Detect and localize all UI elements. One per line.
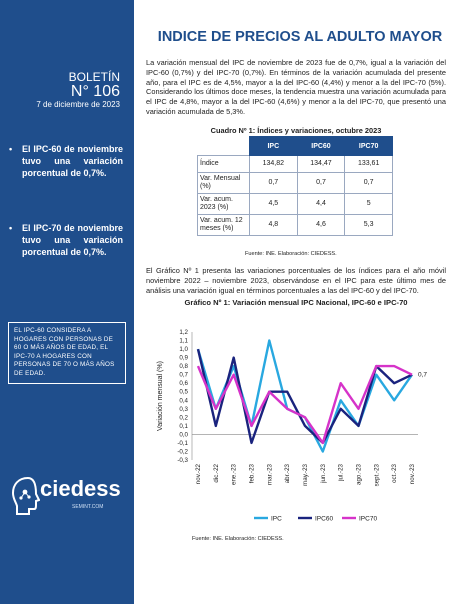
table-row: Var. acum. 12 meses (%) 4,8 4,6 5,3 — [197, 214, 393, 236]
x-tick-label: sept.-23 — [373, 463, 380, 486]
table-cell: 0,7 — [249, 172, 298, 194]
logo-subtext: SEMINT.COM — [72, 504, 104, 510]
y-tick-label: 0,5 — [179, 389, 188, 396]
table-cell: 5,3 — [344, 214, 393, 236]
x-tick-label: oct.-23 — [391, 463, 398, 482]
y-tick-label: 0,9 — [179, 355, 188, 362]
x-tick-label: mar.-23 — [266, 463, 273, 485]
logo-text: ciedess — [40, 476, 121, 501]
x-tick-label: jun.-23 — [320, 463, 327, 483]
table-header-ipc: IPC — [249, 136, 298, 156]
table-row-label: Var. acum. 12 meses (%) — [197, 214, 250, 236]
boletin-number: N° 106 — [70, 83, 120, 100]
legend-label-ipc70: IPC70 — [359, 515, 377, 522]
sidebar: BOLETÍN N° 106 7 de diciembre de 2023 • … — [0, 0, 134, 604]
table-cell: 5 — [344, 193, 393, 215]
bullet-dot-icon: • — [9, 223, 13, 233]
x-tick-label: ago.-23 — [356, 463, 363, 485]
boletin-label: BOLETÍN — [68, 70, 120, 84]
table-cell: 133,61 — [344, 155, 393, 173]
x-tick-label: ene.-23 — [231, 463, 238, 485]
table-row: Índice 134,82 134,47 133,61 — [197, 155, 393, 173]
y-tick-label: -0,2 — [177, 448, 188, 455]
x-tick-label: abr.-23 — [284, 463, 291, 483]
x-tick-label: dic.-22 — [213, 463, 220, 482]
y-tick-label: 0,6 — [179, 380, 188, 387]
table-cell: 4,6 — [296, 214, 346, 236]
table-cell: 4,5 — [249, 193, 298, 215]
table-cell: 0,7 — [296, 172, 346, 194]
table-cell: 4,8 — [249, 214, 298, 236]
table-title: Cuadro Nº 1: Índices y variaciones, octu… — [210, 126, 382, 135]
end-data-label: 0,7 — [418, 372, 427, 379]
x-tick-label: jul.-23 — [338, 463, 345, 481]
x-tick-label: nov.-22 — [195, 463, 202, 484]
y-tick-label: 0,0 — [179, 431, 188, 438]
bullet-dot-icon: • — [9, 144, 13, 154]
chart-source: Fuente: INE. Elaboración: CIEDESS. — [192, 536, 284, 542]
table-source: Fuente: INE. Elaboración: CIEDESS. — [245, 251, 337, 257]
y-tick-label: 0,4 — [179, 397, 188, 404]
y-tick-label: 1,1 — [179, 338, 188, 345]
table-header-ipc70: IPC70 — [344, 136, 393, 156]
paragraph-chart-intro: El Gráfico Nº 1 presenta las variaciones… — [146, 266, 446, 295]
y-tick-label: -0,3 — [177, 457, 188, 464]
table-header-ipc60: IPC60 — [296, 136, 346, 156]
paragraph-intro: La variación mensual del IPC de noviembr… — [146, 58, 446, 116]
table-row-label: Var. Mensual (%) — [197, 172, 250, 194]
table-header-blank — [197, 136, 250, 156]
series-line-ipc70 — [196, 364, 413, 445]
table-cell: 4,4 — [296, 193, 346, 215]
legend-label-ipc60: IPC60 — [315, 515, 333, 522]
bullet-text: El IPC-60 de noviembre tuvo una variació… — [22, 144, 123, 178]
y-tick-label: 1,2 — [179, 329, 188, 336]
table-cell: 134,82 — [249, 155, 298, 173]
y-tick-label: 0,8 — [179, 363, 188, 370]
bullet-ipc60: • El IPC-60 de noviembre tuvo una variac… — [9, 143, 123, 179]
x-tick-label: nov.-23 — [409, 463, 416, 484]
page-title: INDICE DE PRECIOS AL ADULTO MAYOR — [157, 29, 443, 45]
table-row-label: Var. acum. 2023 (%) — [197, 193, 250, 215]
legend-label-ipc: IPC — [271, 515, 282, 522]
boletin-date: 7 de diciembre de 2023 — [36, 100, 120, 109]
series-line-ipc — [196, 339, 413, 453]
table-row: Var. acum. 2023 (%) 4,5 4,4 5 — [197, 193, 393, 215]
x-tick-label: may.-23 — [302, 463, 309, 485]
table-row-label: Índice — [197, 155, 250, 173]
table-cell: 134,47 — [296, 155, 346, 173]
ciedess-logo: ciedess SEMINT.COM — [10, 476, 122, 518]
y-tick-label: 0,2 — [179, 414, 188, 421]
indices-table: IPC IPC60 IPC70 Índice 134,82 134,47 133… — [197, 136, 393, 236]
y-tick-label: 1,0 — [179, 346, 188, 353]
x-tick-label: feb.-23 — [249, 463, 256, 483]
table-row: Var. Mensual (%) 0,7 0,7 0,7 — [197, 172, 393, 194]
table-cell: 0,7 — [344, 172, 393, 194]
table-header-row: IPC IPC60 IPC70 — [197, 136, 393, 156]
y-tick-label: 0,3 — [179, 406, 188, 413]
head-profile-icon — [11, 476, 41, 515]
line-chart: 1,21,11,00,90,80,70,60,50,40,30,20,10,0-… — [157, 329, 427, 522]
y-axis-title: Variación mensual (%) — [157, 361, 164, 431]
bullet-ipc70: • El IPC-70 de noviembre tuvo una variac… — [9, 222, 123, 258]
y-tick-label: -0,1 — [177, 440, 188, 447]
y-tick-label: 0,7 — [179, 372, 188, 379]
series-line-ipc60 — [196, 348, 413, 445]
definition-note: EL IPC-60 CONSIDERA A HOGARES CON PERSON… — [8, 322, 126, 384]
chart-title: Gráfico Nº 1: Variación mensual IPC Naci… — [184, 298, 408, 307]
bullet-text: El IPC-70 de noviembre tuvo una variació… — [22, 223, 123, 257]
y-tick-label: 0,1 — [179, 423, 188, 430]
